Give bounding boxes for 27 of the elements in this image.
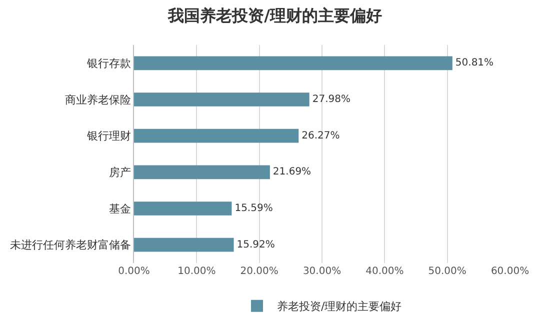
- data-label: 27.98%: [312, 94, 350, 105]
- bar: [134, 56, 452, 70]
- y-tick-label: 商业养老保险: [64, 93, 131, 106]
- x-tick-label: 60.00%: [490, 266, 530, 277]
- bar: [134, 165, 270, 180]
- x-tick-label: 40.00%: [366, 266, 404, 277]
- x-tick-label: 10.00%: [178, 266, 216, 277]
- x-tick-label: 30.00%: [302, 266, 342, 277]
- data-label: 21.69%: [272, 166, 312, 178]
- y-tick-label: 银行理财: [86, 130, 131, 143]
- y-tick-label: 未进行任何养老财富储备: [10, 238, 131, 252]
- y-tick-label: 基金: [108, 202, 131, 216]
- data-label: 50.81%: [455, 58, 494, 69]
- data-label: 15.59%: [234, 203, 273, 214]
- x-tick-label: 20.00%: [240, 266, 278, 277]
- data-label: 26.27%: [302, 130, 340, 142]
- y-tick-label: 房产: [108, 166, 131, 180]
- x-tick-label: 50.00%: [428, 266, 466, 277]
- legend-label: 养老投资/理财的主要偏好: [277, 300, 402, 314]
- data-label: 15.92%: [236, 239, 275, 250]
- y-tick-label: 银行存款: [86, 57, 131, 70]
- bar: [134, 92, 310, 106]
- bar: [134, 128, 299, 143]
- bar: [134, 238, 234, 252]
- chart-title: 我国养老投资/理财的主要偏好: [167, 6, 382, 26]
- bar: [134, 202, 232, 216]
- x-tick-label: 0.00%: [118, 266, 150, 277]
